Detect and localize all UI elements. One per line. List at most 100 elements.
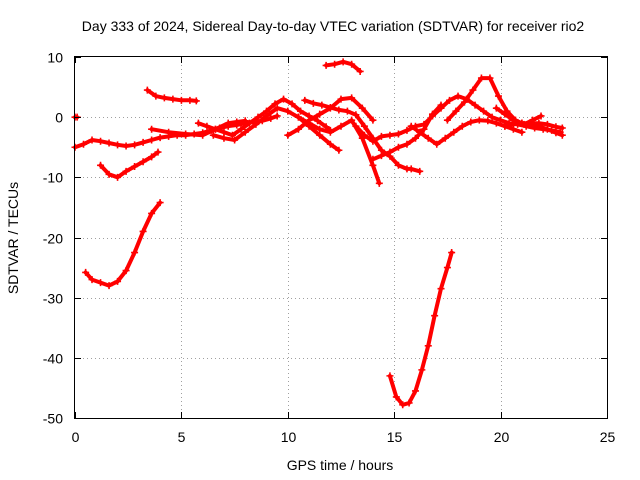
data-point	[316, 110, 324, 118]
data-point	[352, 122, 360, 130]
data-point	[405, 399, 413, 407]
data-point	[305, 116, 313, 124]
data-point	[492, 104, 500, 112]
data-point	[199, 131, 207, 139]
series-arc-19	[386, 249, 456, 409]
data-point	[424, 342, 432, 350]
series-arc-03	[97, 148, 162, 181]
data-point	[182, 130, 190, 138]
data-point	[501, 122, 509, 130]
data-point	[224, 119, 232, 127]
data-point	[339, 58, 347, 66]
data-point	[460, 98, 468, 106]
data-point	[331, 60, 339, 68]
data-point	[484, 117, 492, 125]
series-line	[387, 250, 454, 407]
data-point	[526, 119, 534, 127]
y-tick-label: -30	[43, 291, 63, 307]
data-point	[369, 116, 377, 124]
data-point	[105, 170, 113, 178]
data-point	[228, 131, 236, 139]
y-tick-label: 10	[47, 50, 63, 66]
data-point	[122, 167, 130, 175]
y-axis-label: SDTVAR / TECUs	[5, 182, 21, 294]
data-point	[245, 119, 253, 127]
data-point	[443, 116, 451, 124]
data-point	[97, 161, 105, 169]
data-point	[518, 119, 526, 127]
data-point	[360, 131, 368, 139]
data-point	[416, 167, 424, 175]
data-point	[369, 161, 377, 169]
data-point	[552, 123, 560, 131]
data-point	[348, 116, 356, 124]
data-point	[267, 114, 275, 122]
data-point	[386, 131, 394, 139]
data-point	[194, 119, 202, 127]
data-point	[252, 120, 260, 128]
data-point	[297, 107, 305, 115]
data-point	[156, 199, 164, 207]
data-point	[154, 148, 162, 156]
data-point	[403, 126, 411, 134]
series-arc-12	[322, 58, 364, 75]
data-point	[326, 140, 334, 148]
data-point	[494, 92, 502, 100]
data-point	[148, 125, 156, 133]
data-point	[492, 119, 500, 127]
data-point	[558, 124, 566, 132]
data-point	[322, 61, 330, 69]
data-point	[241, 128, 249, 136]
data-point	[97, 137, 105, 145]
series-arc-11	[294, 113, 343, 154]
data-point	[211, 125, 219, 133]
data-point	[160, 94, 168, 102]
series-arc-04	[143, 86, 200, 105]
data-point	[420, 120, 428, 128]
y-tick-label: -10	[43, 170, 63, 186]
data-point	[392, 393, 400, 401]
data-point	[477, 74, 485, 82]
data-point	[552, 129, 560, 137]
data-point	[407, 165, 415, 173]
data-point	[241, 117, 249, 125]
data-point	[433, 140, 441, 148]
data-point	[369, 137, 377, 145]
data-point	[377, 152, 385, 160]
data-point	[360, 122, 368, 130]
data-point	[411, 387, 419, 395]
data-point	[343, 107, 351, 115]
data-point	[316, 131, 324, 139]
data-point	[403, 140, 411, 148]
data-point	[488, 113, 496, 121]
data-point	[305, 122, 313, 130]
data-point	[399, 401, 407, 409]
data-point	[177, 96, 185, 104]
data-point	[237, 125, 245, 133]
data-point	[543, 120, 551, 128]
data-point	[454, 92, 462, 100]
data-point	[316, 125, 324, 133]
data-point	[443, 264, 451, 272]
data-point	[318, 101, 326, 109]
series-arc-10	[301, 96, 424, 175]
data-point	[114, 173, 122, 181]
x-tick-label: 15	[387, 429, 403, 445]
data-point	[537, 112, 545, 120]
data-point	[358, 104, 366, 112]
plot-frame	[74, 56, 608, 419]
data-point	[97, 279, 105, 287]
data-point	[114, 277, 122, 285]
data-point	[335, 106, 343, 114]
data-point	[139, 158, 147, 166]
data-point	[156, 134, 164, 142]
data-point	[105, 282, 113, 290]
data-point	[386, 372, 394, 380]
series-line	[83, 200, 163, 288]
data-point	[535, 119, 543, 127]
data-point	[273, 112, 281, 120]
data-point	[148, 136, 156, 144]
data-point	[475, 116, 483, 124]
data-point	[314, 117, 322, 125]
data-point	[209, 131, 217, 139]
